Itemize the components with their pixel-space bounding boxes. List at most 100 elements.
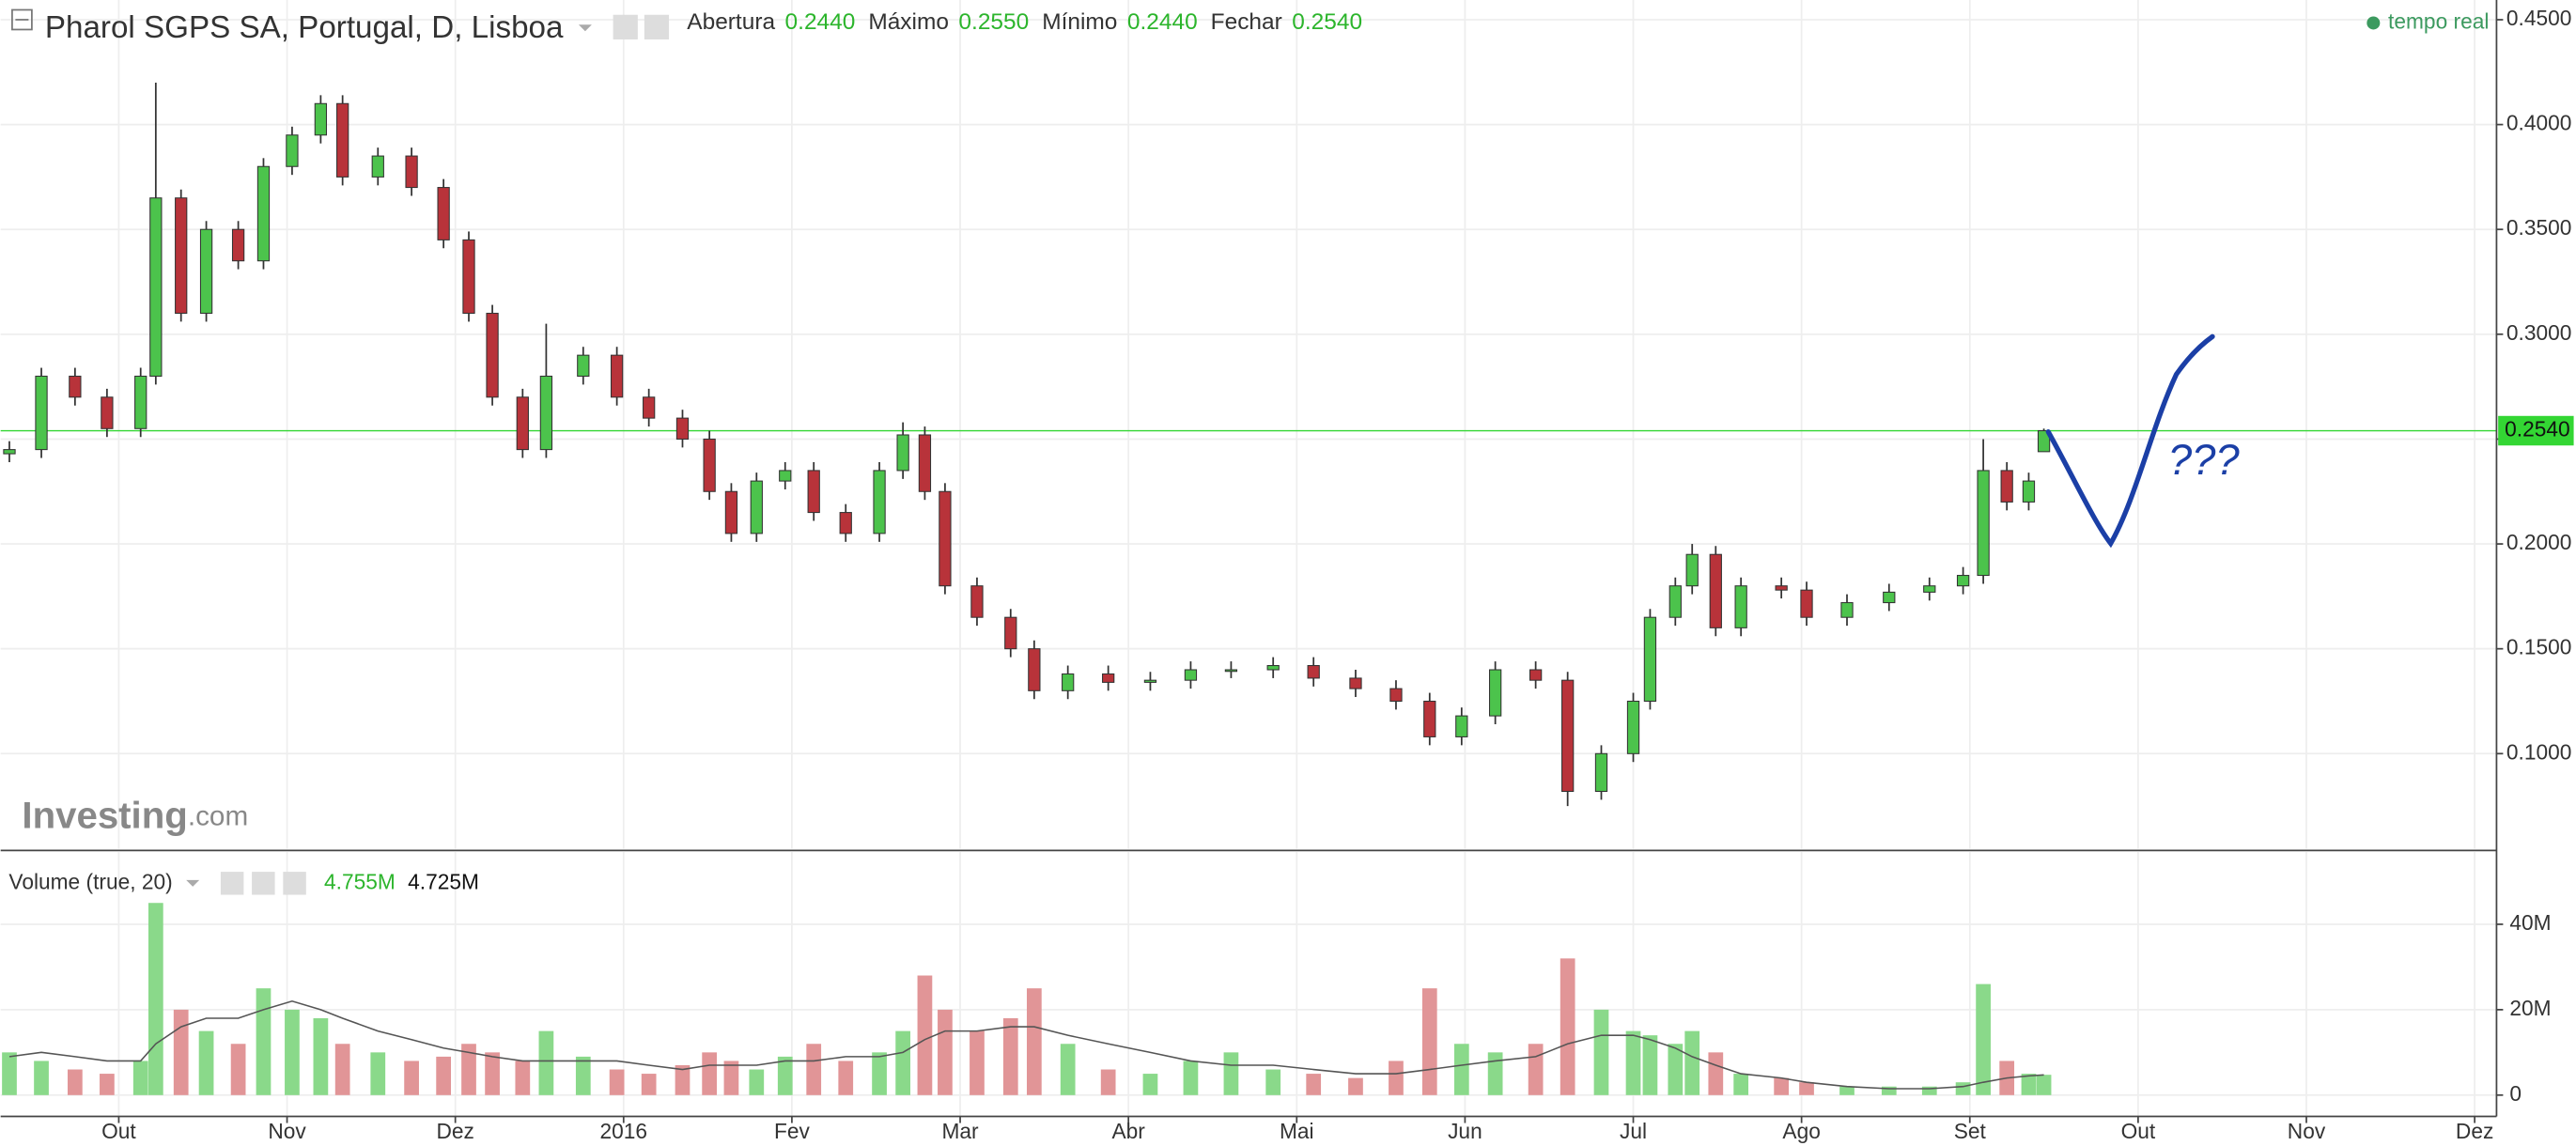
volume-bar (938, 1009, 953, 1095)
candle-body (35, 375, 48, 451)
candle-body (577, 354, 590, 378)
volume-bar (2, 1052, 17, 1095)
volume-bar (538, 1030, 554, 1095)
volume-bar (485, 1052, 500, 1095)
candle-body (175, 197, 188, 315)
candle-body (807, 470, 820, 514)
x-tick-label: Nov (2288, 1119, 2326, 1143)
candle-body (405, 155, 418, 189)
volume-bar (100, 1074, 115, 1095)
realtime-dot (2367, 16, 2381, 30)
candle-body (199, 228, 213, 315)
volume-bar (1142, 1074, 1158, 1095)
candle-body (1307, 665, 1320, 679)
volume-bar (1183, 1061, 1199, 1095)
candle-body (3, 449, 16, 455)
volume-ma-last: 4.725M (408, 869, 479, 893)
volume-title: Volume (true, 20) (8, 869, 172, 893)
last-price-label: 0.2540 (2505, 417, 2570, 441)
candle-body (1102, 673, 1115, 683)
volume-bar (777, 1056, 793, 1095)
y-tick-label: 0 (2509, 1081, 2522, 1106)
candle-body (1643, 616, 1657, 703)
volume-bar (1421, 988, 1437, 1095)
volume-bar (1684, 1030, 1700, 1095)
candle-body (675, 417, 690, 440)
candle-body (1423, 700, 1436, 737)
volume-bar (2036, 1075, 2052, 1095)
candle-body (610, 354, 624, 398)
candle-body (231, 228, 245, 262)
volume-bar (1453, 1044, 1469, 1095)
volume-bar (641, 1074, 657, 1095)
candle-body (1775, 585, 1788, 591)
axes: Out Nov Dez 2016 Fev Mar Abr Mai Jun Jul Ago Set Out… (101, 6, 2574, 1143)
volume-bar (838, 1061, 854, 1095)
candle-body (516, 396, 529, 451)
volume-bar (34, 1061, 49, 1095)
candle-body (1734, 585, 1747, 628)
candle-body (134, 375, 147, 429)
volume-bar (1265, 1069, 1281, 1095)
candle-body (149, 197, 163, 378)
volume-bar (198, 1030, 214, 1095)
chart-title: Pharol SGPS SA, Portugal, D, Lisboa (45, 10, 564, 45)
volume-bar (895, 1030, 911, 1095)
volume-bar (970, 1030, 985, 1095)
settings-icon[interactable] (220, 872, 244, 895)
dropdown-arrow[interactable] (186, 879, 200, 887)
volume-bar (1348, 1077, 1363, 1095)
volume-bar (285, 1009, 300, 1095)
volume-bar (723, 1061, 739, 1095)
y-tick-label: 0.1000 (2506, 739, 2571, 764)
candle-body (1685, 553, 1699, 587)
volume-bar (2021, 1074, 2037, 1095)
collapse-button[interactable] (11, 8, 33, 31)
candle-body (724, 490, 738, 534)
candle-body (703, 438, 716, 492)
volume-bar (173, 1009, 189, 1095)
candle-body (873, 470, 886, 534)
volume-bar (1774, 1077, 1790, 1095)
watermark-brand: Investing (22, 794, 187, 836)
candle-body (336, 102, 349, 178)
candle-body (1004, 616, 1017, 650)
last-price-box (2498, 415, 2574, 446)
volume-bar (1223, 1052, 1239, 1095)
candle-body (1561, 679, 1575, 792)
realtime-label: tempo real (2388, 8, 2489, 33)
volume-bar (1881, 1086, 1897, 1095)
candle-body (1594, 752, 1608, 792)
candle-body (918, 434, 932, 492)
x-tick-label: Mai (1280, 1119, 1314, 1143)
candle-body (486, 312, 499, 398)
candle-body (1489, 669, 1502, 717)
close-icon[interactable] (283, 872, 306, 895)
candle-body (1923, 585, 1936, 593)
x-tick-label: Jun (1448, 1119, 1482, 1143)
candle-body (2037, 429, 2051, 453)
candle-body (1389, 688, 1403, 703)
candle-body (1709, 553, 1722, 628)
candle-body (462, 239, 475, 315)
y-tick-label: 0.1500 (2506, 635, 2571, 659)
header-label: Mínimo (1042, 9, 1117, 35)
volume-last: 4.755M (324, 869, 396, 893)
candle-body (314, 102, 328, 136)
header-value: 0.2440 (1127, 9, 1198, 35)
watermark: Investing.com (22, 794, 248, 836)
dropdown-arrow[interactable] (578, 24, 592, 32)
gear-icon[interactable] (644, 14, 670, 39)
volume-bar (917, 975, 933, 1095)
volume-bar (1560, 958, 1575, 1095)
x-tick-label: Dez (436, 1119, 473, 1143)
candle-body (1977, 470, 1990, 577)
gear-icon[interactable] (252, 872, 275, 895)
candle-body (256, 165, 271, 262)
candle-body (1668, 585, 1682, 618)
ohlc-header: Abertura 0.2440 Máximo 0.2550 Mínimo 0.2440 Fe… (687, 9, 1362, 35)
volume-bar (1625, 1030, 1641, 1095)
candle-body (750, 480, 763, 534)
settings-icon[interactable] (613, 14, 638, 39)
